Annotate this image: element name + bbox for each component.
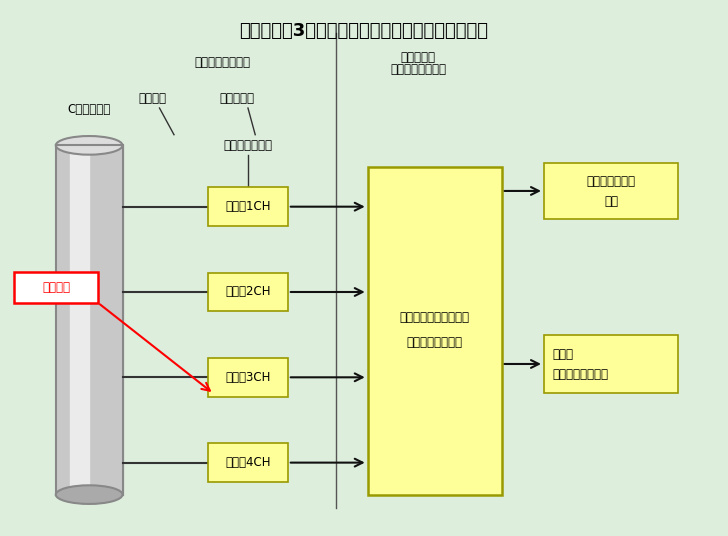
Text: ・警報: ・警報 <box>553 348 574 361</box>
Bar <box>56 145 122 495</box>
Text: 伝送器3CH: 伝送器3CH <box>225 371 271 384</box>
Text: ・原子炉保護回路: ・原子炉保護回路 <box>553 368 609 381</box>
FancyBboxPatch shape <box>208 443 288 482</box>
Text: Cループ配管: Cループ配管 <box>68 103 111 116</box>
Text: （計器ラック室）: （計器ラック室） <box>390 63 446 76</box>
Text: 伝送器4CH: 伝送器4CH <box>225 456 271 469</box>
FancyBboxPatch shape <box>15 272 98 303</box>
Ellipse shape <box>56 485 122 504</box>
Text: 安全保護系計器ラック: 安全保護系計器ラック <box>400 311 470 324</box>
FancyBboxPatch shape <box>208 188 288 226</box>
Bar <box>56 145 122 495</box>
Text: 指示: 指示 <box>604 195 618 208</box>
Text: 中央制御室: 中央制御室 <box>401 51 436 64</box>
Text: 伝送器1CH: 伝送器1CH <box>225 200 271 213</box>
Text: 一次冷却材流量: 一次冷却材流量 <box>587 175 636 188</box>
Text: 当該箇所: 当該箇所 <box>42 281 70 294</box>
FancyBboxPatch shape <box>208 273 288 311</box>
Ellipse shape <box>56 136 122 155</box>
Text: 検出配管: 検出配管 <box>138 92 166 105</box>
Text: （信号処理回路）: （信号処理回路） <box>407 336 463 349</box>
Text: 信号ライン: 信号ライン <box>220 92 255 105</box>
FancyBboxPatch shape <box>208 358 288 397</box>
Bar <box>71 145 89 495</box>
FancyBboxPatch shape <box>544 163 678 219</box>
Text: 伝送器2CH: 伝送器2CH <box>225 286 271 299</box>
Text: 一次冷却材流量: 一次冷却材流量 <box>223 139 272 152</box>
FancyBboxPatch shape <box>368 167 502 495</box>
Text: 伊方発電所3号機　一次冷却材流量検出回路概要図: 伊方発電所3号機 一次冷却材流量検出回路概要図 <box>240 22 488 40</box>
Text: 原子炉格納容器内: 原子炉格納容器内 <box>194 56 250 69</box>
FancyBboxPatch shape <box>544 334 678 393</box>
